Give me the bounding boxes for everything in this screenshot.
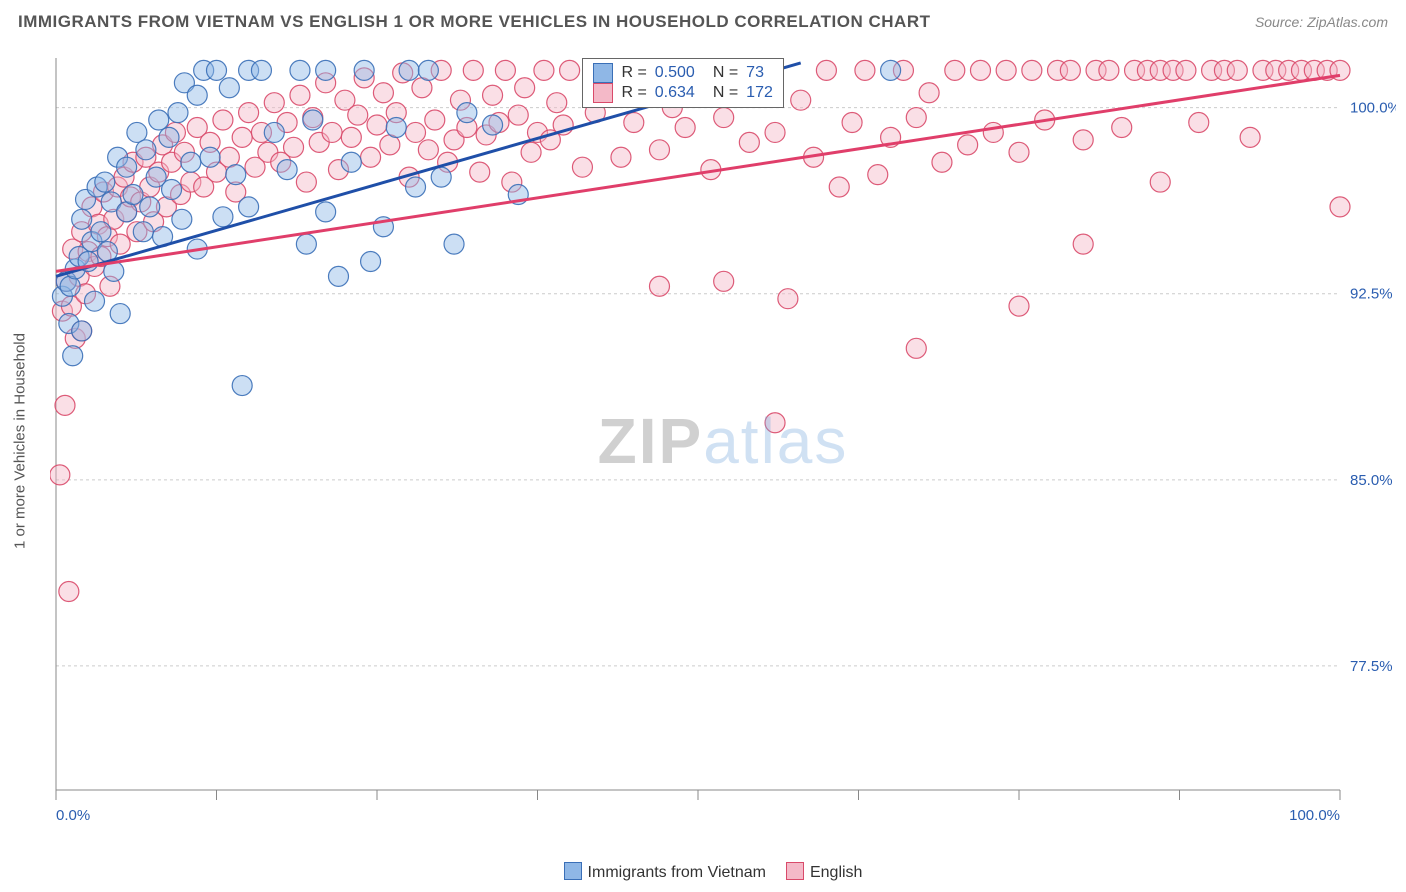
- correlation-stats-box: R =0.500N =73R =0.634N =172: [582, 58, 783, 108]
- swatch-icon: [593, 63, 613, 83]
- legend-swatch-english: [786, 862, 804, 880]
- svg-text:100.0%: 100.0%: [1289, 807, 1340, 824]
- svg-text:77.5%: 77.5%: [1350, 658, 1393, 675]
- legend: Immigrants from Vietnam English: [0, 862, 1406, 882]
- source-attribution: Source: ZipAtlas.com: [1255, 14, 1388, 30]
- svg-text:92.5%: 92.5%: [1350, 286, 1393, 303]
- legend-label-english: English: [810, 864, 862, 881]
- legend-swatch-vietnam: [564, 862, 582, 880]
- chart-area: 1 or more Vehicles in Household 77.5%85.…: [50, 50, 1396, 832]
- y-axis-label: 1 or more Vehicles in Household: [12, 333, 29, 549]
- legend-label-vietnam: Immigrants from Vietnam: [588, 864, 766, 881]
- svg-text:0.0%: 0.0%: [56, 807, 90, 824]
- chart-title: IMMIGRANTS FROM VIETNAM VS ENGLISH 1 OR …: [18, 12, 931, 32]
- svg-text:100.0%: 100.0%: [1350, 100, 1396, 117]
- scatter-plot-svg: 77.5% 85.0% 92.5% 100.0% 0.0% 100.0%: [50, 50, 1396, 832]
- stats-row-english: R =0.634N =172: [593, 83, 772, 103]
- svg-text:85.0%: 85.0%: [1350, 472, 1393, 489]
- stats-row-vietnam: R =0.500N =73: [593, 63, 772, 83]
- swatch-icon: [593, 83, 613, 103]
